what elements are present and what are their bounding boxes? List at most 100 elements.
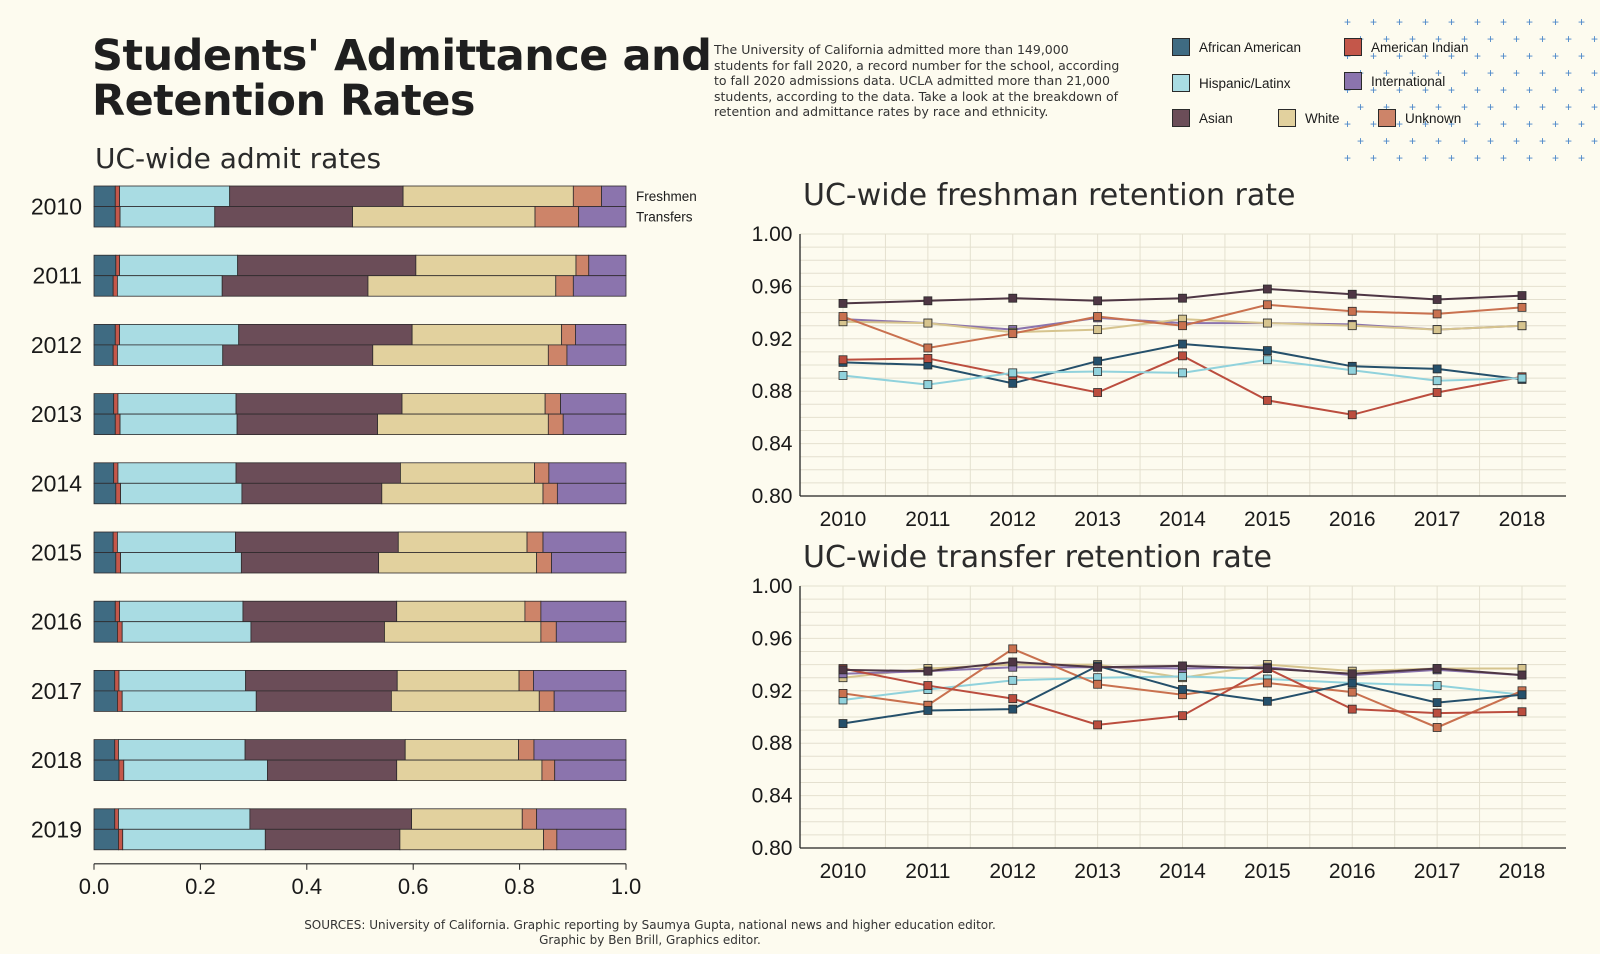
bar-2019-freshmen-hispanic-latinx — [118, 808, 251, 830]
plus-mark: + — [1396, 49, 1403, 63]
bar-2010-freshmen-american-indian — [114, 185, 120, 207]
point-american-indian-2011 — [923, 681, 933, 690]
point-american-indian-2014 — [1178, 711, 1187, 721]
legend-swatch — [1278, 109, 1296, 127]
plus-mark: + — [1370, 49, 1377, 63]
point-african-american-2016 — [1347, 678, 1357, 688]
legend-item-american-indian: American Indian — [1344, 38, 1469, 56]
x-tick-label: 2013 — [1074, 508, 1121, 530]
bar-x-tick-label: 1.0 — [611, 874, 642, 899]
point-unknown-2013 — [1093, 312, 1103, 321]
bar-year-label: 2012 — [31, 332, 82, 358]
plus-mark: + — [1448, 49, 1455, 63]
bar-2017-transfers-unknown — [538, 690, 555, 712]
point-unknown-2018 — [1517, 302, 1527, 312]
bar-2018-freshmen-unknown — [518, 739, 535, 761]
title-line-2: Retention Rates — [92, 76, 475, 126]
point-unknown-2017 — [1432, 309, 1442, 319]
bar-2017-transfers-hispanic-latinx — [121, 690, 257, 712]
bar-2010-freshmen-international — [601, 185, 627, 207]
bar-2012-transfers-african-american — [93, 344, 114, 366]
plus-mark: + — [1565, 134, 1572, 148]
bar-x-tick-label: 0.0 — [79, 874, 110, 899]
y-tick-label: 0.92 — [752, 328, 793, 351]
point-unknown-2016 — [1347, 687, 1357, 697]
bar-2016-transfers-asian — [250, 621, 385, 643]
plus-mark: + — [1487, 32, 1494, 46]
bar-2012-transfers-international — [566, 344, 627, 366]
point-asian-2012 — [1008, 657, 1018, 667]
plus-mark: + — [1409, 134, 1416, 148]
plus-mark: + — [1422, 151, 1429, 165]
x-tick-label: 2017 — [1414, 860, 1461, 882]
plus-mark: + — [1552, 49, 1559, 63]
bar-2015-freshmen-unknown — [526, 531, 544, 553]
point-asian-2011 — [923, 666, 933, 676]
bar-2011-transfers-hispanic-latinx — [117, 275, 223, 297]
bar-2015-transfers-american-indian — [115, 552, 121, 574]
point-asian-2015 — [1262, 284, 1272, 294]
bar-2015-transfers-international — [551, 552, 627, 574]
point-hispanic-latinx-2015 — [1262, 355, 1272, 365]
x-tick-label: 2012 — [989, 860, 1036, 882]
plus-mark: + — [1474, 49, 1481, 63]
point-american-indian-2011 — [923, 354, 933, 363]
bar-2015-transfers-african-american — [93, 552, 117, 574]
plus-mark: + — [1396, 117, 1403, 131]
plus-mark: + — [1383, 100, 1390, 114]
x-tick-label: 2016 — [1329, 508, 1376, 530]
bar-2014-transfers-hispanic-latinx — [120, 482, 243, 505]
x-tick-label: 2016 — [1329, 860, 1376, 882]
bar-2017-freshmen-asian — [245, 669, 398, 692]
bar-2017-transfers-international — [553, 690, 627, 712]
bar-2012-freshmen-international — [575, 323, 627, 346]
bar-2014-transfers-asian — [241, 482, 383, 505]
bar-2010-transfers-unknown — [534, 206, 580, 228]
plus-mark: + — [1591, 32, 1598, 46]
point-asian-2010 — [838, 299, 848, 308]
y-tick-label: 0.88 — [752, 380, 793, 403]
plus-mark: + — [1422, 49, 1429, 63]
point-african-american-2015 — [1262, 696, 1272, 706]
legend-item-asian: Asian — [1172, 109, 1233, 127]
point-american-indian-2016 — [1347, 410, 1357, 420]
x-tick-label: 2015 — [1244, 860, 1291, 882]
row-label-transfers: Transfers — [636, 210, 693, 225]
bar-2013-transfers-hispanic-latinx — [119, 413, 238, 436]
bar-2013-freshmen-unknown — [544, 393, 561, 415]
plus-mark: + — [1474, 15, 1481, 29]
point-asian-2014 — [1178, 293, 1187, 303]
legend-item-white: White — [1278, 109, 1340, 127]
plus-mark: + — [1344, 117, 1351, 131]
legend: African American American Indian Hispanic/… — [1172, 34, 1592, 144]
point-unknown-2015 — [1262, 300, 1272, 310]
bar-2010-freshmen-unknown — [572, 185, 602, 207]
bar-2013-transfers-international — [562, 413, 627, 436]
point-american-indian-2010 — [838, 355, 848, 365]
y-tick-label: 0.92 — [752, 680, 793, 703]
plus-mark: + — [1370, 151, 1377, 165]
x-tick-label: 2017 — [1414, 508, 1461, 530]
bar-year-label: 2018 — [31, 747, 82, 773]
bar-2016-freshmen-american-indian — [114, 600, 120, 623]
plus-mark: + — [1370, 15, 1377, 29]
bar-2011-transfers-international — [572, 275, 627, 297]
plus-mark: + — [1383, 32, 1390, 46]
plus-mark: + — [1344, 151, 1351, 165]
bar-2018-transfers-unknown — [541, 759, 556, 781]
plus-mark: + — [1552, 83, 1559, 97]
admit-chart-title: UC-wide admit rates — [95, 142, 382, 175]
plus-mark: + — [1357, 100, 1364, 114]
point-unknown-2013 — [1093, 679, 1103, 689]
point-unknown-2014 — [1178, 321, 1187, 331]
bar-2015-transfers-unknown — [536, 552, 552, 574]
bar-2010-transfers-international — [578, 206, 627, 228]
bar-2013-transfers-american-indian — [114, 413, 121, 436]
legend-swatch — [1172, 74, 1190, 92]
bar-2016-freshmen-white — [396, 600, 526, 623]
plus-mark: + — [1526, 151, 1533, 165]
point-white-2016 — [1347, 321, 1357, 331]
bar-2017-freshmen-hispanic-latinx — [118, 669, 247, 692]
plus-mark: + — [1578, 117, 1585, 131]
plus-mark: + — [1513, 66, 1520, 80]
